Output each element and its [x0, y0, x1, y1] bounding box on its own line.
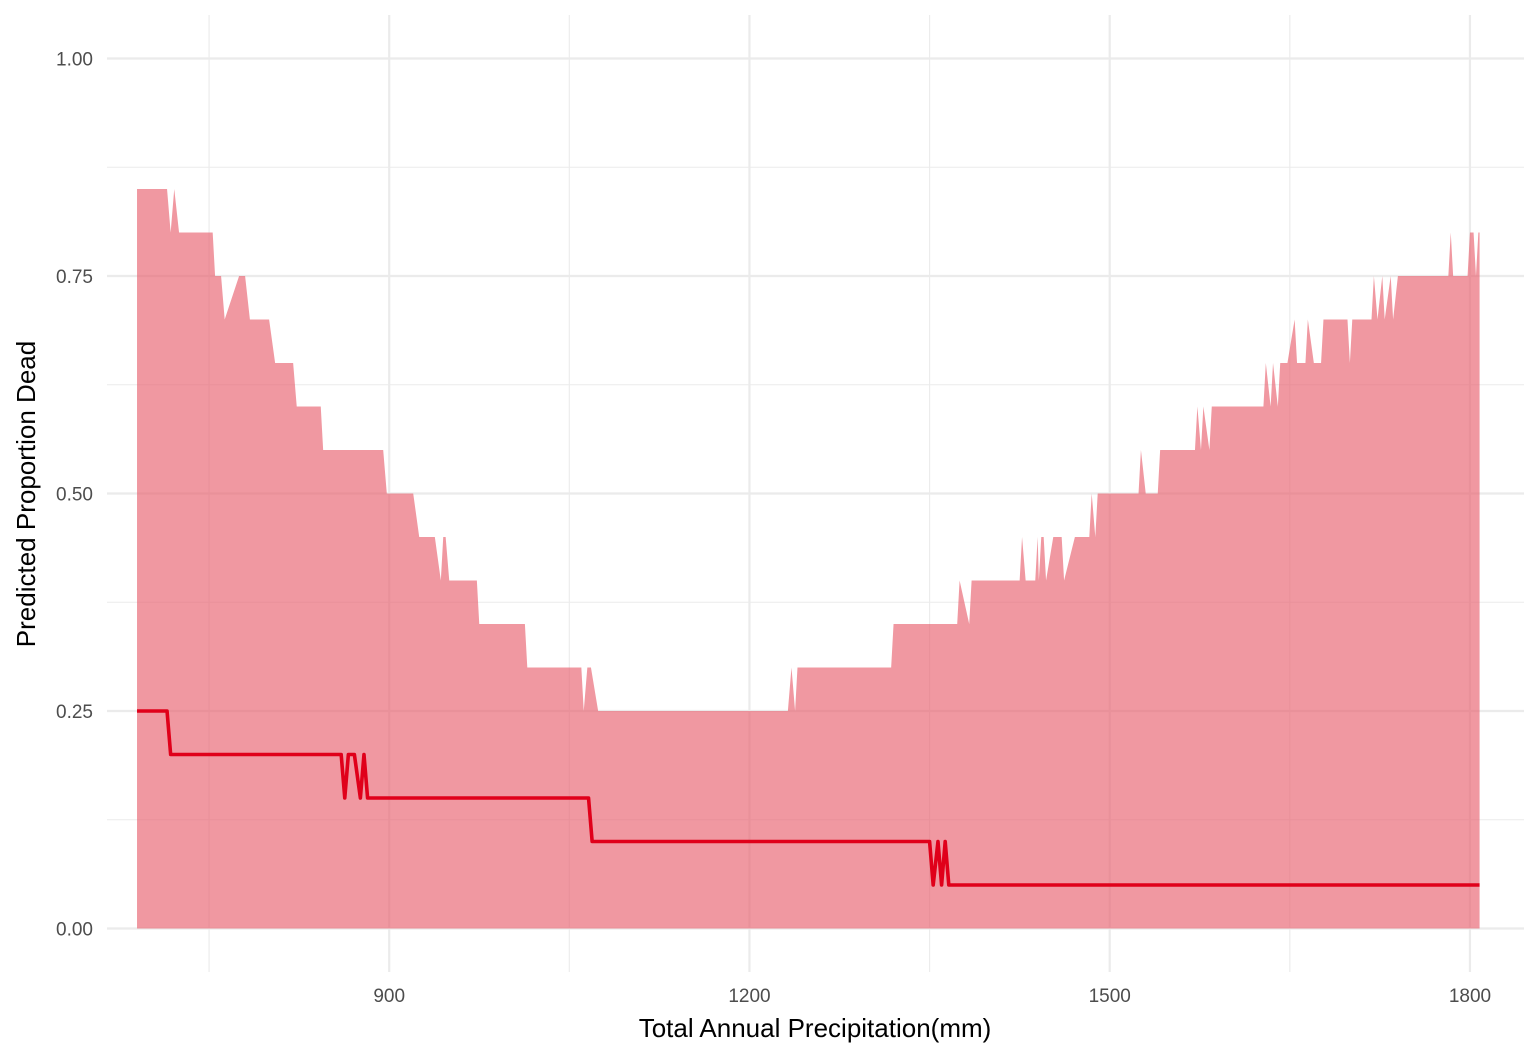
x-tick-label: 1500 — [1089, 986, 1131, 1007]
y-axis-title: Predicted Proportion Dead — [11, 341, 41, 647]
x-axis-title: Total Annual Precipitation(mm) — [639, 1013, 992, 1043]
x-tick-label: 1800 — [1449, 986, 1491, 1007]
x-axis-tick-labels: 900 1200 1500 1800 — [373, 986, 1491, 1007]
y-tick-label: 1.00 — [56, 50, 93, 71]
prediction-interval-ribbon — [137, 189, 1480, 929]
predicted-line — [137, 709, 1480, 887]
y-tick-label: 0.75 — [56, 267, 93, 288]
y-tick-label: 0.50 — [56, 485, 93, 506]
x-tick-label: 1200 — [728, 986, 770, 1007]
x-tick-label: 900 — [373, 986, 405, 1007]
plot-marks — [137, 189, 1480, 929]
y-tick-label: 0.00 — [56, 920, 93, 941]
y-axis-tick-labels: 0.00 0.25 0.50 0.75 1.00 — [56, 50, 93, 941]
y-tick-label: 0.25 — [56, 702, 93, 723]
